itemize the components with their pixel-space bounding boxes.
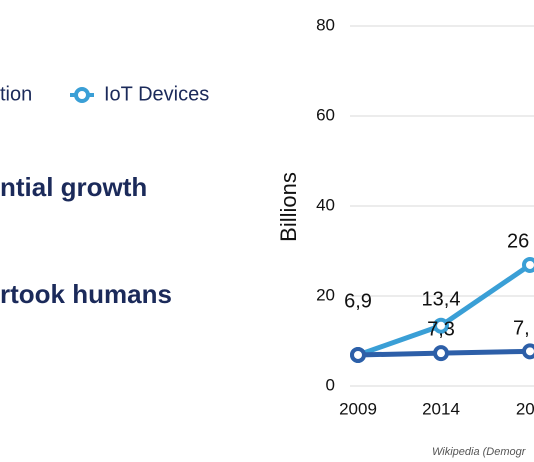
data-label: 13,4 (422, 288, 461, 310)
data-point (433, 345, 449, 362)
legend-marker (74, 87, 90, 103)
data-label: 26 (507, 230, 529, 252)
data-label: 7, (513, 317, 530, 339)
legend-label: IoT Devices (104, 83, 209, 105)
data-label: 7,3 (427, 318, 455, 340)
data-label: 6,9 (344, 290, 372, 312)
x-tick-label: 2009 (339, 399, 377, 418)
y-tick-label: 80 (316, 15, 335, 34)
y-tick-label: 0 (326, 375, 335, 394)
data-point (522, 343, 534, 360)
y-tick-label: 20 (316, 285, 335, 304)
headline: ntial growth (0, 172, 147, 202)
y-tick-label: 40 (316, 195, 335, 214)
y-axis-label: Billions (276, 172, 301, 242)
data-point (522, 256, 534, 273)
y-tick-label: 60 (316, 105, 335, 124)
x-tick-label: 2014 (422, 399, 460, 418)
headline: rtook humans (0, 279, 172, 309)
legend-label: tion (0, 83, 32, 105)
data-point (350, 346, 366, 363)
x-tick-label: 201 (516, 399, 534, 418)
data-point (433, 317, 449, 334)
source: Wikipedia (Demogr (432, 446, 527, 458)
